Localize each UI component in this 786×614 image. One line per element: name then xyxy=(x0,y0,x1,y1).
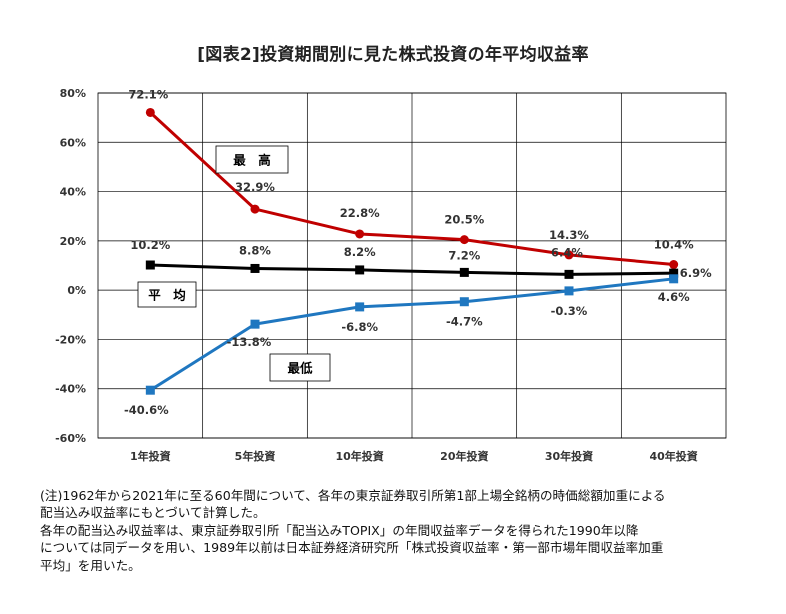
data-point xyxy=(669,274,679,284)
data-point xyxy=(145,385,155,395)
data-point xyxy=(564,250,574,260)
x-tick-label: 40年投資 xyxy=(650,449,698,463)
data-label: -40.6% xyxy=(124,403,169,417)
series-name-boxes: 最 高平 均最低 xyxy=(137,145,331,382)
data-labels: 72.1% 32.9% 22.8% 20.5% 14.3% 10.4% 10.2% 8.8% 8… xyxy=(124,87,712,417)
footnote-line: (注)1962年から2021年に至る60年間について、各年の東京証券取引所第1部… xyxy=(40,488,666,503)
x-tick-label: 5年投資 xyxy=(235,449,276,463)
data-label: 8.8% xyxy=(239,243,271,257)
series-name-label: 平 均 xyxy=(148,288,186,303)
series-line xyxy=(149,111,674,267)
y-tick-label: 80% xyxy=(60,87,86,100)
data-point xyxy=(669,260,679,270)
line-chart: 80% 60% 40% 20% 0% -20% -40% -60% 1年投資 5年投資 10年投資 2… xyxy=(55,87,727,463)
footnote: (注)1962年から2021年に至る60年間について、各年の東京証券取引所第1部… xyxy=(40,487,780,574)
data-label: -0.3% xyxy=(551,304,588,318)
x-tick-label: 20年投資 xyxy=(440,449,488,463)
data-label: 6.4% xyxy=(551,245,583,259)
footnote-line: については同データを用い、1989年以前は日本証券経済研究所「株式投資収益率・第… xyxy=(40,540,664,556)
data-label: 10.2% xyxy=(130,238,170,252)
data-label: 20.5% xyxy=(444,213,484,227)
data-point xyxy=(564,269,574,279)
data-point xyxy=(459,297,469,307)
data-label: 22.8% xyxy=(340,206,380,220)
data-point xyxy=(459,267,469,277)
data-label: 8.2% xyxy=(344,245,376,259)
series-name-label: 最 高 xyxy=(233,153,271,168)
data-label: 32.9% xyxy=(235,180,275,194)
series-markers xyxy=(145,107,679,395)
series-name-box xyxy=(137,281,197,308)
data-point xyxy=(250,319,260,329)
data-label: 6.9% xyxy=(680,266,712,280)
data-label: -6.8% xyxy=(341,320,378,334)
data-point xyxy=(355,265,365,275)
y-tick-label: -60% xyxy=(55,432,86,445)
y-tick-label: 40% xyxy=(60,186,86,199)
data-point xyxy=(145,107,155,117)
data-point xyxy=(250,263,260,273)
footnote-line: 各年の配当込み収益率は、東京証券取引所「配当込みTOPIX」の年間収益率データを… xyxy=(40,522,639,538)
series-name-box xyxy=(215,145,289,174)
y-tick-label: 60% xyxy=(60,136,86,149)
data-label: 4.6% xyxy=(658,290,690,304)
series-line xyxy=(150,263,674,276)
data-label: 10.4% xyxy=(654,238,694,252)
data-label: 72.1% xyxy=(128,87,168,101)
data-point xyxy=(669,268,679,278)
data-point xyxy=(459,235,469,245)
data-point xyxy=(250,204,260,214)
data-label: 14.3% xyxy=(549,228,589,242)
series-name-box xyxy=(269,353,331,382)
grid-layer xyxy=(97,92,727,439)
data-label: -13.8% xyxy=(227,335,272,349)
footnote-line: 配当込み収益率にもとづいて計算した。 xyxy=(40,505,266,521)
series-name-label: 最低 xyxy=(287,361,313,376)
y-tick-label: 20% xyxy=(60,235,86,248)
x-tick-label: 30年投資 xyxy=(545,449,593,463)
chart-title: [図表2]投資期間別に見た株式投資の年平均収益率 xyxy=(197,45,589,65)
x-tick-label: 1年投資 xyxy=(130,449,171,463)
axis-layer: 80% 60% 40% 20% 0% -20% -40% -60% 1年投資 5年投資 10年投資 2… xyxy=(55,87,698,463)
data-label: 7.2% xyxy=(448,248,480,262)
y-tick-label: -40% xyxy=(55,383,86,396)
y-tick-label: -20% xyxy=(55,333,86,346)
x-tick-label: 10年投資 xyxy=(336,449,384,463)
footnote-line: 平均」を用いた。 xyxy=(40,557,141,573)
data-point xyxy=(564,286,574,296)
data-label: -4.7% xyxy=(446,315,483,329)
series-lines xyxy=(149,111,674,392)
y-tick-label: 0% xyxy=(67,284,86,297)
data-point xyxy=(145,260,155,270)
data-point xyxy=(355,229,365,239)
data-point xyxy=(355,302,365,312)
series-line xyxy=(149,277,674,392)
